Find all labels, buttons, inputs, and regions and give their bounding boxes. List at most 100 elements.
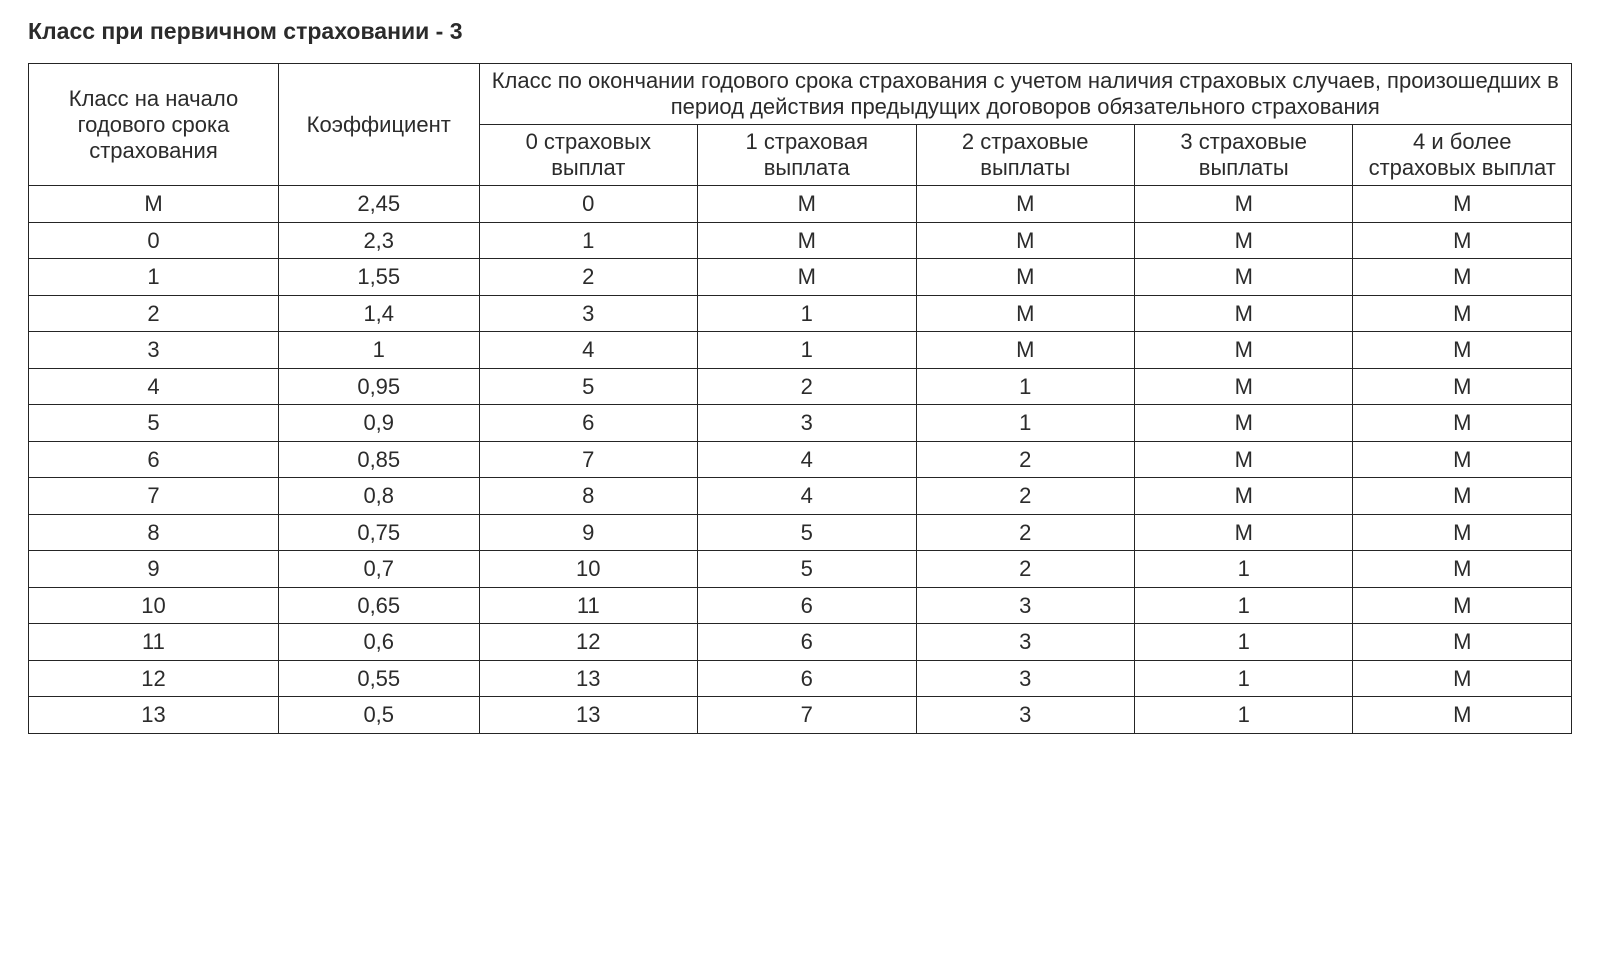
table-cell: М xyxy=(1353,478,1572,515)
table-cell: 4 xyxy=(29,368,279,405)
table-cell: М xyxy=(1353,368,1572,405)
table-cell: 0,9 xyxy=(278,405,479,442)
table-cell: 0,8 xyxy=(278,478,479,515)
header-sub-2: 2 страховые выплаты xyxy=(916,125,1134,186)
table-row: 3141МММ xyxy=(29,332,1572,369)
table-cell: М xyxy=(1134,332,1352,369)
table-body: М2,450ММММ02,31ММММ11,552ММММ21,431МММ31… xyxy=(29,186,1572,734)
header-sub-0: 0 страховых выплат xyxy=(479,125,697,186)
header-sub-4: 4 и более страховых выплат xyxy=(1353,125,1572,186)
table-cell: 10 xyxy=(29,587,279,624)
header-coefficient: Коэффициент xyxy=(278,64,479,186)
table-cell: М xyxy=(698,186,916,223)
table-row: 60,85742ММ xyxy=(29,441,1572,478)
table-cell: М xyxy=(1353,624,1572,661)
table-cell: 0,65 xyxy=(278,587,479,624)
table-row: 120,5513631М xyxy=(29,660,1572,697)
table-cell: 7 xyxy=(479,441,697,478)
table-cell: 1 xyxy=(29,259,279,296)
table-cell: 0,5 xyxy=(278,697,479,734)
table-cell: М xyxy=(1353,295,1572,332)
table-row: 40,95521ММ xyxy=(29,368,1572,405)
table-cell: 3 xyxy=(916,624,1134,661)
table-cell: 0,55 xyxy=(278,660,479,697)
table-cell: 0 xyxy=(479,186,697,223)
table-cell: 0,75 xyxy=(278,514,479,551)
table-cell: 4 xyxy=(698,478,916,515)
table-row: 110,612631М xyxy=(29,624,1572,661)
table-cell: 6 xyxy=(698,660,916,697)
table-cell: М xyxy=(916,259,1134,296)
header-sub-1: 1 страховая выплата xyxy=(698,125,916,186)
table-cell: 1 xyxy=(479,222,697,259)
table-cell: 12 xyxy=(479,624,697,661)
table-cell: М xyxy=(1134,186,1352,223)
table-cell: М xyxy=(1134,368,1352,405)
table-cell: 9 xyxy=(479,514,697,551)
table-cell: М xyxy=(1353,660,1572,697)
table-cell: 1 xyxy=(698,332,916,369)
table-cell: 0,85 xyxy=(278,441,479,478)
table-cell: М xyxy=(1134,295,1352,332)
table-row: 70,8842ММ xyxy=(29,478,1572,515)
table-cell: 7 xyxy=(29,478,279,515)
header-start-class: Класс на начало годового срока страхован… xyxy=(29,64,279,186)
table-row: 80,75952ММ xyxy=(29,514,1572,551)
table-cell: 2,3 xyxy=(278,222,479,259)
table-header-row-1: Класс на начало годового срока страхован… xyxy=(29,64,1572,125)
table-cell: 3 xyxy=(479,295,697,332)
table-cell: 4 xyxy=(479,332,697,369)
table-row: 02,31ММММ xyxy=(29,222,1572,259)
insurance-class-table: Класс на начало годового срока страхован… xyxy=(28,63,1572,734)
table-cell: 0 xyxy=(29,222,279,259)
table-cell: М xyxy=(1353,587,1572,624)
table-cell: 2 xyxy=(916,441,1134,478)
table-cell: 0,95 xyxy=(278,368,479,405)
table-row: 11,552ММММ xyxy=(29,259,1572,296)
table-cell: М xyxy=(1134,405,1352,442)
table-cell: 7 xyxy=(698,697,916,734)
table-cell: 1 xyxy=(916,368,1134,405)
table-cell: М xyxy=(698,222,916,259)
table-row: 21,431МММ xyxy=(29,295,1572,332)
table-cell: М xyxy=(1353,551,1572,588)
table-cell: 3 xyxy=(916,660,1134,697)
table-cell: М xyxy=(1353,697,1572,734)
table-row: 50,9631ММ xyxy=(29,405,1572,442)
table-cell: 6 xyxy=(479,405,697,442)
page-title: Класс при первичном страховании - 3 xyxy=(28,18,1572,45)
table-row: 130,513731М xyxy=(29,697,1572,734)
table-cell: 9 xyxy=(29,551,279,588)
table-cell: М xyxy=(698,259,916,296)
table-cell: 8 xyxy=(29,514,279,551)
table-cell: 8 xyxy=(479,478,697,515)
table-cell: 6 xyxy=(29,441,279,478)
table-cell: 2 xyxy=(916,478,1134,515)
table-cell: М xyxy=(1353,405,1572,442)
table-cell: 1,55 xyxy=(278,259,479,296)
table-cell: 1,4 xyxy=(278,295,479,332)
table-cell: 3 xyxy=(916,697,1134,734)
table-cell: 5 xyxy=(698,551,916,588)
table-cell: М xyxy=(916,222,1134,259)
table-cell: 2 xyxy=(916,514,1134,551)
table-cell: 4 xyxy=(698,441,916,478)
table-row: 90,710521М xyxy=(29,551,1572,588)
table-cell: М xyxy=(1134,441,1352,478)
table-cell: М xyxy=(1353,332,1572,369)
table-cell: 1 xyxy=(916,405,1134,442)
table-cell: М xyxy=(1134,478,1352,515)
table-cell: 1 xyxy=(278,332,479,369)
table-cell: 2 xyxy=(698,368,916,405)
table-cell: М xyxy=(1353,441,1572,478)
table-cell: 2 xyxy=(916,551,1134,588)
table-cell: М xyxy=(916,295,1134,332)
table-cell: 2 xyxy=(29,295,279,332)
table-cell: М xyxy=(916,186,1134,223)
table-cell: М xyxy=(1134,514,1352,551)
table-cell: М xyxy=(1134,259,1352,296)
table-cell: 3 xyxy=(29,332,279,369)
table-cell: 13 xyxy=(479,660,697,697)
table-cell: 6 xyxy=(698,624,916,661)
table-cell: 5 xyxy=(479,368,697,405)
